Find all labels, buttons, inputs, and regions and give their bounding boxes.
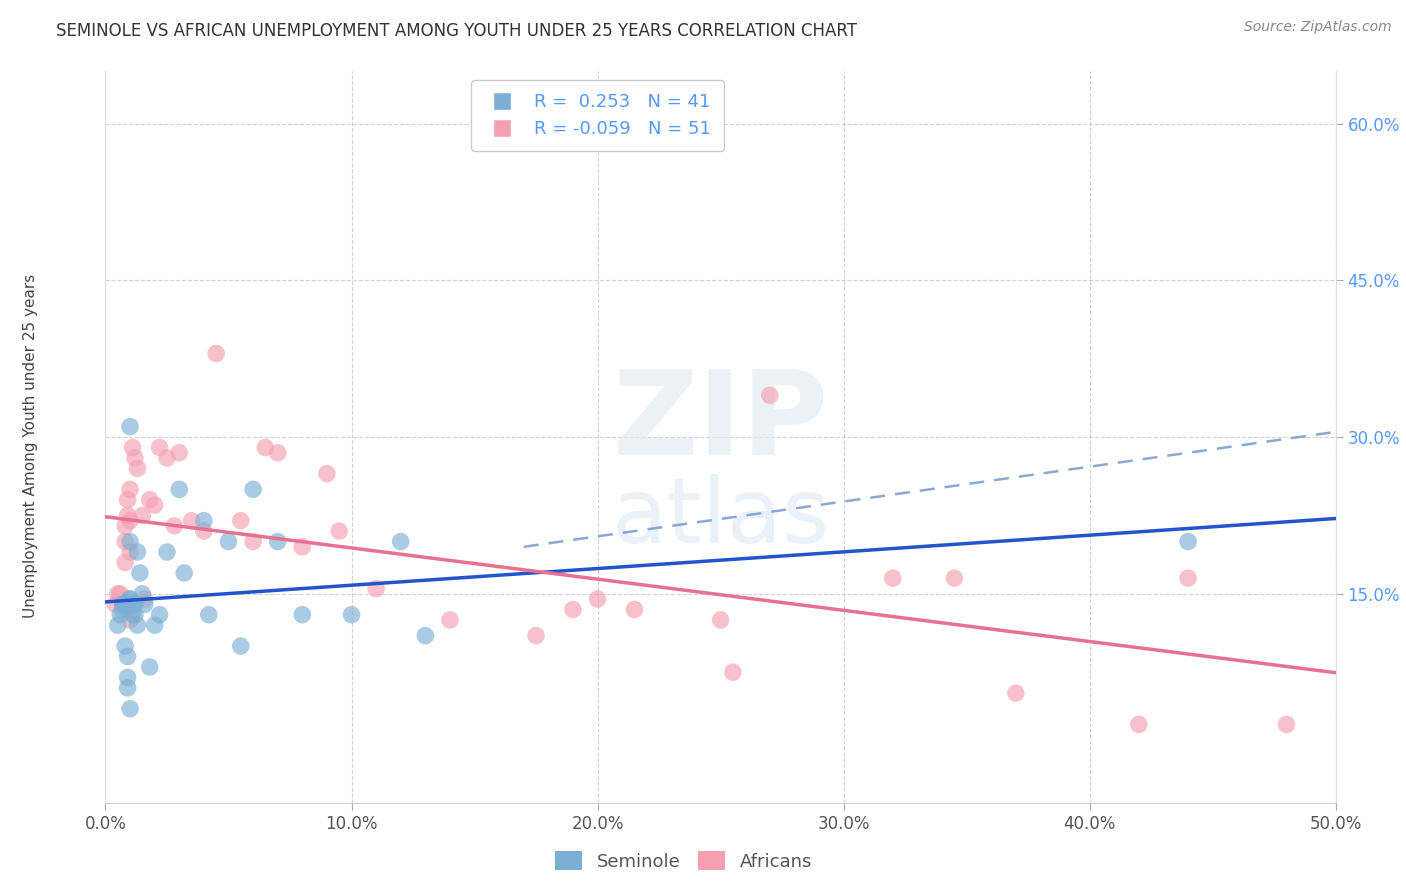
- Point: [111, 597, 134, 611]
- Text: atlas: atlas: [612, 474, 830, 562]
- Point: [413, 629, 436, 643]
- Point: [173, 566, 195, 580]
- Point: [138, 492, 162, 507]
- Point: [163, 519, 186, 533]
- Point: [117, 670, 139, 684]
- Point: [117, 649, 139, 664]
- Point: [180, 514, 202, 528]
- Point: [124, 607, 146, 622]
- Point: [562, 602, 585, 616]
- Point: [110, 607, 132, 622]
- Point: [111, 597, 134, 611]
- Point: [120, 545, 141, 559]
- Point: [127, 618, 149, 632]
- Point: [623, 602, 645, 616]
- Point: [114, 534, 136, 549]
- Point: [120, 514, 141, 528]
- Point: [117, 492, 139, 507]
- Point: [254, 441, 277, 455]
- Text: Source: ZipAtlas.com: Source: ZipAtlas.com: [1244, 20, 1392, 34]
- Point: [242, 483, 264, 497]
- Point: [193, 524, 215, 538]
- Point: [129, 566, 152, 580]
- Point: [291, 540, 314, 554]
- Point: [107, 587, 129, 601]
- Point: [218, 534, 240, 549]
- Point: [117, 602, 139, 616]
- Point: [120, 613, 141, 627]
- Point: [127, 461, 149, 475]
- Point: [156, 545, 179, 559]
- Point: [117, 508, 139, 523]
- Point: [229, 514, 252, 528]
- Point: [340, 607, 363, 622]
- Point: [104, 597, 127, 611]
- Point: [124, 450, 146, 465]
- Point: [134, 592, 156, 607]
- Point: [1275, 717, 1298, 731]
- Point: [197, 607, 219, 622]
- Point: [143, 618, 166, 632]
- Point: [943, 571, 966, 585]
- Point: [267, 446, 290, 460]
- Point: [1177, 534, 1199, 549]
- Point: [721, 665, 744, 680]
- Point: [366, 582, 388, 596]
- Point: [114, 556, 136, 570]
- Point: [389, 534, 412, 549]
- Text: SEMINOLE VS AFRICAN UNEMPLOYMENT AMONG YOUTH UNDER 25 YEARS CORRELATION CHART: SEMINOLE VS AFRICAN UNEMPLOYMENT AMONG Y…: [56, 22, 858, 40]
- Point: [586, 592, 609, 607]
- Point: [242, 534, 264, 549]
- Point: [291, 607, 314, 622]
- Point: [882, 571, 904, 585]
- Point: [120, 592, 141, 607]
- Point: [131, 587, 153, 601]
- Legend: Seminole, Africans: Seminole, Africans: [548, 844, 820, 878]
- Point: [1128, 717, 1150, 731]
- Point: [138, 660, 162, 674]
- Point: [267, 534, 290, 549]
- Point: [143, 498, 166, 512]
- Point: [439, 613, 461, 627]
- Point: [121, 597, 143, 611]
- Point: [524, 629, 547, 643]
- Text: ZIP: ZIP: [613, 365, 828, 480]
- Point: [121, 607, 143, 622]
- Point: [127, 545, 149, 559]
- Point: [120, 597, 141, 611]
- Point: [120, 592, 141, 607]
- Point: [120, 534, 141, 549]
- Point: [759, 388, 782, 402]
- Point: [149, 607, 172, 622]
- Point: [134, 597, 156, 611]
- Point: [1004, 686, 1026, 700]
- Point: [107, 618, 129, 632]
- Point: [328, 524, 350, 538]
- Point: [315, 467, 337, 481]
- Point: [114, 519, 136, 533]
- Point: [156, 450, 179, 465]
- Point: [110, 587, 132, 601]
- Point: [205, 346, 228, 360]
- Point: [229, 639, 252, 653]
- Point: [120, 483, 141, 497]
- Point: [111, 602, 134, 616]
- Point: [114, 639, 136, 653]
- Text: Unemployment Among Youth under 25 years: Unemployment Among Youth under 25 years: [24, 274, 38, 618]
- Point: [121, 441, 143, 455]
- Point: [169, 483, 191, 497]
- Point: [117, 681, 139, 695]
- Point: [124, 597, 146, 611]
- Point: [111, 597, 134, 611]
- Point: [114, 597, 136, 611]
- Point: [169, 446, 191, 460]
- Point: [120, 702, 141, 716]
- Point: [193, 514, 215, 528]
- Point: [120, 419, 141, 434]
- Point: [710, 613, 733, 627]
- Point: [131, 508, 153, 523]
- Point: [149, 441, 172, 455]
- Point: [1177, 571, 1199, 585]
